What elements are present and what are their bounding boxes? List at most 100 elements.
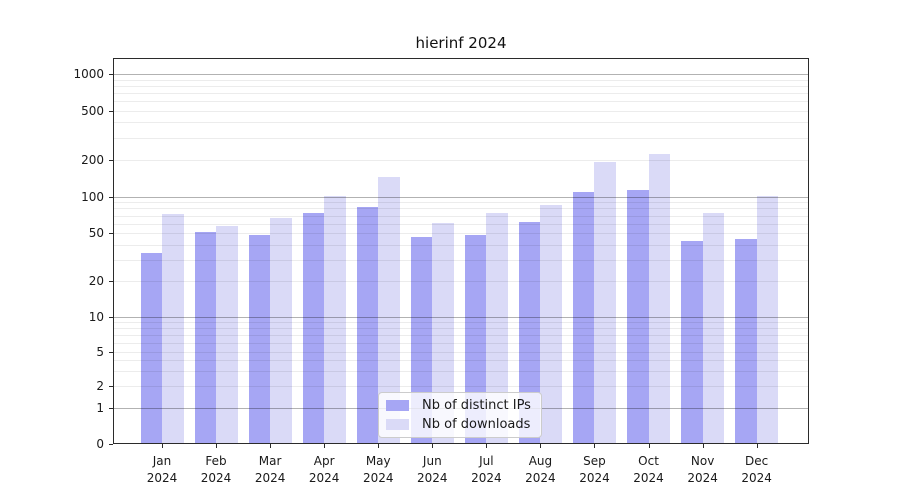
x-tick-label-month: Oct	[638, 454, 659, 468]
bar-distinct-ips	[572, 191, 595, 444]
y-tick-label: 50	[88, 226, 104, 241]
x-tick-label-month: May	[365, 454, 391, 468]
y-tick-label: 2	[96, 378, 104, 393]
bar-distinct-ips	[302, 212, 325, 444]
bar-downloads	[378, 176, 400, 444]
x-tick-label-month: Mar	[258, 454, 282, 468]
y-tick-label: 100	[81, 189, 104, 204]
x-tick-label-year: 2024	[308, 470, 340, 485]
x-tick	[270, 444, 272, 448]
bar-downloads	[216, 226, 238, 444]
gridline-minor	[113, 281, 809, 282]
x-tick-label-month: Nov	[690, 454, 715, 468]
x-tick-label: Feb 2024	[186, 453, 246, 486]
y-tick	[109, 444, 113, 445]
y-tick	[109, 408, 113, 409]
x-tick-label-month: Sep	[583, 454, 606, 468]
y-tick	[109, 385, 113, 387]
bar-downloads	[702, 212, 725, 444]
gridline-minor	[113, 92, 809, 94]
legend-label-distinct-ips: Nb of distinct IPs	[422, 398, 531, 413]
x-tick-label-year: 2024	[687, 470, 718, 485]
gridline-minor	[113, 370, 809, 372]
y-tick-label: 20	[88, 274, 104, 288]
x-tick-label: Mar 2024	[240, 453, 300, 486]
x-tick-label-year: 2024	[362, 470, 394, 485]
gridline-major	[113, 316, 809, 318]
y-tick-label: 1	[96, 401, 104, 415]
x-tick-label-year: 2024	[200, 470, 232, 485]
x-tick	[648, 444, 650, 448]
gridline-minor	[113, 100, 809, 102]
x-tick-label-month: Feb	[205, 454, 227, 468]
gridline-minor	[113, 159, 809, 161]
x-tick-label-year: 2024	[254, 470, 286, 485]
gridline-minor	[113, 259, 809, 261]
x-tick-label: Oct 2024	[619, 453, 679, 486]
x-tick-label-year: 2024	[146, 470, 178, 485]
gridline-minor	[113, 215, 809, 217]
bar-downloads	[432, 222, 454, 444]
bar-distinct-ips	[464, 235, 487, 444]
gridline-minor	[113, 233, 809, 235]
x-tick-label: Dec 2024	[727, 453, 787, 486]
gridline-minor	[113, 122, 809, 124]
y-tick	[109, 196, 113, 198]
x-tick	[702, 444, 704, 448]
x-tick-label-month: Aug	[528, 454, 553, 468]
bar-downloads	[648, 153, 671, 444]
x-tick	[216, 444, 218, 448]
x-tick-label-month: Jun	[422, 454, 442, 468]
x-tick-label-month: Apr	[313, 454, 335, 468]
y-tick	[109, 352, 113, 353]
legend-label-downloads: Nb of downloads	[422, 417, 531, 432]
y-tick	[109, 110, 113, 112]
bar-distinct-ips	[194, 232, 217, 444]
bar-distinct-ips	[681, 241, 703, 444]
bar-downloads	[324, 195, 346, 444]
y-tick-label: 0	[96, 437, 104, 451]
x-tick-label: Jan 2024	[132, 453, 192, 486]
legend-entry-distinct-ips: Nb of distinct IPs	[386, 398, 531, 413]
gridline-minor	[113, 321, 809, 323]
gridline-minor	[113, 352, 809, 353]
gridline-minor	[113, 85, 809, 87]
gridline-minor	[113, 137, 809, 139]
x-tick	[324, 444, 326, 448]
x-tick-label-year: 2024	[525, 470, 556, 485]
y-tick	[109, 316, 113, 318]
gridline-minor	[113, 360, 809, 362]
x-tick	[756, 444, 758, 448]
y-tick	[109, 159, 113, 161]
x-tick-label: May 2024	[348, 453, 408, 486]
legend: Nb of distinct IPs Nb of downloads	[378, 392, 542, 438]
legend-swatch-downloads	[386, 419, 409, 430]
y-tick	[109, 74, 113, 75]
gridline-minor	[113, 223, 809, 225]
x-tick-label: Nov 2024	[673, 453, 733, 486]
x-tick-label: Jun 2024	[402, 453, 462, 486]
x-tick	[432, 444, 434, 448]
bar-distinct-ips	[140, 253, 162, 444]
gridline-major	[113, 74, 809, 75]
gridline-major	[113, 196, 809, 198]
x-tick-label-year: 2024	[741, 470, 772, 485]
x-tick-label-month: Jan	[152, 454, 172, 468]
x-tick-label-year: 2024	[471, 470, 502, 485]
x-tick-label-month: Jul	[479, 454, 494, 468]
bar-downloads	[270, 217, 292, 444]
y-tick-label: 500	[81, 103, 104, 118]
x-tick-label-month: Dec	[745, 454, 769, 468]
x-tick	[594, 444, 596, 448]
gridline-minor	[113, 385, 809, 387]
x-tick	[378, 444, 380, 448]
y-tick-label: 10	[88, 309, 104, 324]
chart-title: hierinf 2024	[415, 34, 507, 52]
legend-swatch-distinct-ips	[386, 400, 409, 411]
y-tick	[109, 281, 113, 282]
gridline-minor	[113, 79, 809, 81]
bar-downloads	[486, 212, 508, 444]
plot-area	[113, 58, 809, 444]
x-tick-label: Jul 2024	[456, 453, 516, 486]
